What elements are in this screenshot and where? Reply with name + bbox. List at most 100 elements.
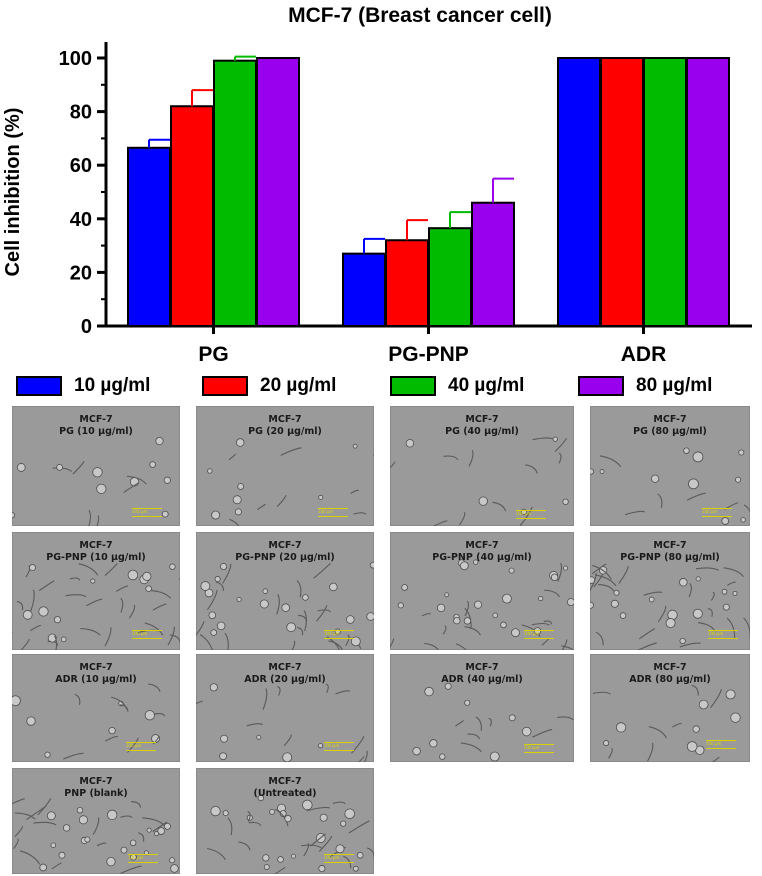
x-tick-label: ADR (621, 343, 667, 366)
caption-line1: MCF-7 (79, 662, 113, 673)
legend-label-40: 40 µg/ml (448, 375, 525, 396)
legend-label-10: 10 µg/ml (74, 375, 151, 396)
micrograph-pg-10: MCF-7 PG (10 µg/ml) 100 µm (12, 406, 180, 526)
caption-line1: MCF-7 (268, 540, 302, 551)
caption-line2: PG (10 µg/ml) (59, 426, 133, 437)
scale-bar: 100 µm (524, 744, 554, 753)
scale-bar: 100 µm (324, 630, 354, 639)
legend-swatch-40 (390, 376, 436, 396)
cell-texture (12, 563, 180, 650)
caption-line2: PG-PNP (20 µg/ml) (235, 552, 335, 563)
scale-label: 100 µm (706, 741, 722, 746)
legend-swatch-10 (16, 376, 62, 396)
caption-line2: PG (20 µg/ml) (248, 426, 322, 437)
scale-label: 100 µm (516, 511, 532, 516)
bar-adr-series-0 (557, 57, 601, 327)
caption-line2: PG-PNP (40 µg/ml) (432, 552, 532, 563)
scale-bar: 100 µm (128, 854, 158, 863)
micrograph-caption: MCF-7 PG (20 µg/ml) (196, 414, 374, 438)
micrograph-caption: MCF-7 ADR (40 µg/ml) (390, 662, 574, 686)
micrograph-pgpnp-40: MCF-7 PG-PNP (40 µg/ml) 100 µm (390, 532, 574, 650)
micrograph-caption: MCF-7 ADR (20 µg/ml) (196, 662, 374, 686)
caption-line2: PG (80 µg/ml) (633, 426, 707, 437)
micrograph-adr-20: MCF-7 ADR (20 µg/ml) 100 µm (196, 654, 374, 762)
bar-pg-pnp-series-2 (428, 227, 472, 327)
micrograph-pgpnp-80: MCF-7 PG-PNP (80 µg/ml) 100 µm (590, 532, 750, 650)
caption-line2: ADR (80 µg/ml) (629, 674, 711, 685)
scale-label: 100 µm (524, 631, 540, 636)
caption-line1: MCF-7 (653, 540, 687, 551)
caption-line1: MCF-7 (465, 540, 499, 551)
caption-line2: ADR (10 µg/ml) (55, 674, 137, 685)
caption-line2: PG-PNP (80 µg/ml) (620, 552, 720, 563)
y-tick-label: 40 (70, 209, 92, 231)
y-tick-label: 80 (70, 102, 92, 124)
scale-bar: 100 µm (324, 742, 354, 751)
cell-texture (412, 682, 574, 762)
scale-label: 100 µm (702, 509, 718, 514)
micrograph-pg-80: MCF-7 PG (80 µg/ml) 100 µm (590, 406, 750, 526)
caption-line1: MCF-7 (79, 540, 113, 551)
scale-bar: 100 µm (324, 854, 354, 863)
y-tick-label: 0 (81, 316, 92, 338)
cell-texture (207, 438, 374, 526)
scale-label: 100 µm (324, 631, 340, 636)
micrograph-caption: MCF-7 PG-PNP (20 µg/ml) (196, 540, 374, 564)
x-tick-label: PG (198, 343, 228, 366)
legend-entry-40: 40 µg/ml (390, 372, 524, 400)
micrograph-adr-10: MCF-7 ADR (10 µg/ml) 100 µm (12, 654, 180, 762)
micrograph-caption: MCF-7 PG-PNP (80 µg/ml) (590, 540, 750, 564)
scale-bar: 100 µm (126, 742, 156, 751)
caption-line1: MCF-7 (79, 776, 113, 787)
legend-label-80: 80 µg/ml (636, 375, 713, 396)
scale-bar: 100 µm (708, 630, 738, 639)
scale-label: 100 µm (324, 855, 340, 860)
cell-texture (12, 683, 166, 760)
caption-line1: MCF-7 (653, 414, 687, 425)
x-tick-label: PG-PNP (388, 343, 469, 366)
micrograph-caption: MCF-7 PG-PNP (10 µg/ml) (12, 540, 180, 564)
y-tick-label: 100 (59, 48, 92, 70)
scale-bar: 100 µm (702, 508, 732, 517)
cell-texture (590, 447, 750, 525)
bar-chart: MCF-7 (Breast cancer cell) Cell inhibiti… (2, 4, 752, 366)
micrograph-grid: MCF-7 PG (10 µg/ml) 100 µm MCF-7 PG (20 µg… (0, 404, 762, 876)
cell-texture (196, 561, 374, 650)
caption-line2: PG (40 µg/ml) (445, 426, 519, 437)
cell-texture (12, 436, 171, 526)
legend-label-20: 20 µg/ml (260, 375, 337, 396)
caption-line1: MCF-7 (653, 662, 687, 673)
caption-line1: MCF-7 (465, 414, 499, 425)
legend-swatch-20 (202, 376, 248, 396)
bar-adr-series-2 (643, 57, 687, 327)
bar-pg-pnp-series-0 (342, 252, 386, 327)
scale-bar: 100 µm (516, 510, 546, 519)
bar-adr-series-1 (600, 57, 644, 327)
caption-line1: MCF-7 (268, 414, 302, 425)
bar-pg-pnp-series-3 (471, 201, 515, 327)
micrograph-pgpnp-10: MCF-7 PG-PNP (10 µg/ml) 100 µm (12, 532, 180, 650)
scale-bar: 100 µm (132, 630, 162, 639)
scale-label: 100 µm (524, 745, 540, 750)
bar-pg-series-1 (170, 105, 214, 327)
scale-label: 100 µm (132, 631, 148, 636)
legend-entry-10: 10 µg/ml (16, 372, 150, 400)
bar-pg-pnp-series-1 (385, 239, 429, 328)
micrograph-caption: MCF-7 ADR (80 µg/ml) (590, 662, 750, 686)
cell-texture (207, 794, 374, 874)
scale-label: 100 µm (318, 509, 334, 514)
micrograph-pg-40: MCF-7 PG (40 µg/ml) 100 µm (390, 406, 574, 526)
chart-title: MCF-7 (Breast cancer cell) (288, 4, 552, 27)
caption-line1: MCF-7 (268, 662, 302, 673)
bar-pg-series-0 (127, 146, 171, 327)
micrograph-pnp-blank: MCF-7 PNP (blank) 100 µm (12, 768, 180, 874)
micrograph-pg-20: MCF-7 PG (20 µg/ml) 100 µm (196, 406, 374, 526)
bar-adr-series-3 (686, 57, 730, 327)
bar-pg-series-2 (213, 59, 257, 328)
y-axis-label: Cell inhibition (%) (2, 108, 24, 277)
cell-texture (390, 436, 569, 526)
scale-bar: 100 µm (524, 630, 554, 639)
bar-pg-series-3 (256, 57, 300, 327)
micrograph-caption: MCF-7 PG (80 µg/ml) (590, 414, 750, 438)
micrograph-untreated: MCF-7 (Untreated) 100 µm (196, 768, 374, 874)
